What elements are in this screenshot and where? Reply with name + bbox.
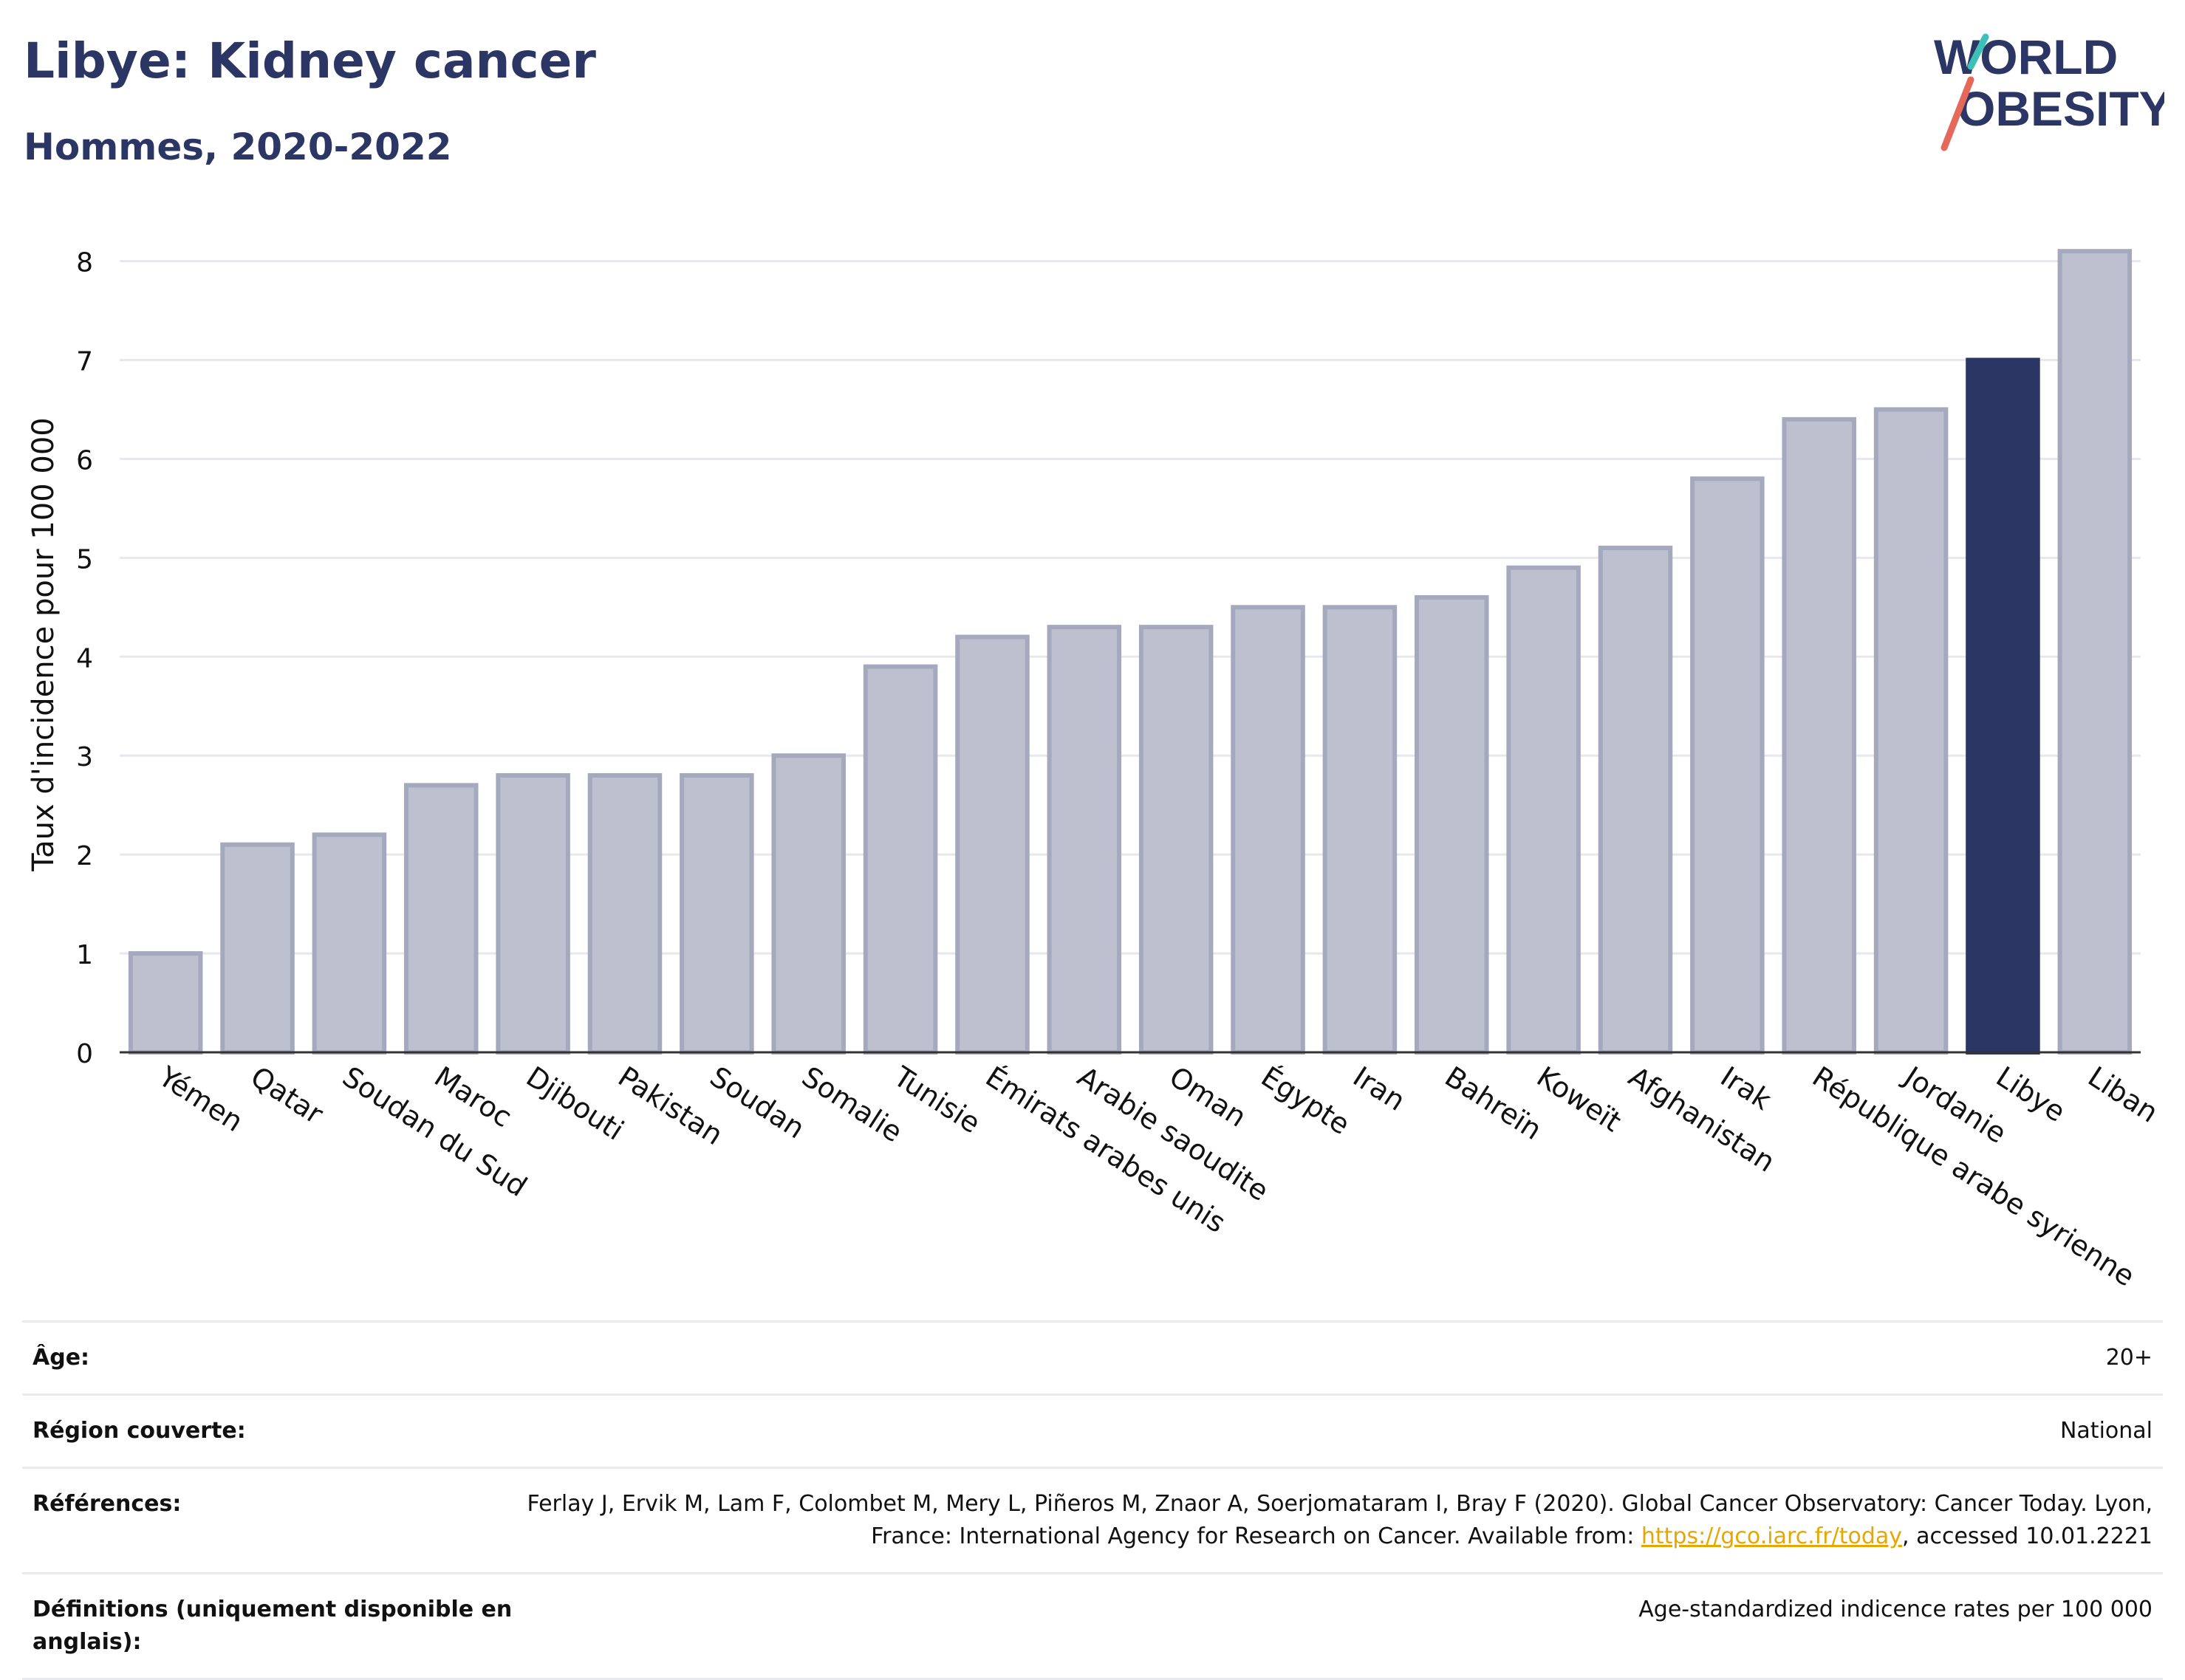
bar-2[interactable]	[312, 832, 387, 1055]
region-value: National	[2059, 1418, 2152, 1444]
x-tick-label: Koweït	[1531, 1060, 1627, 1139]
bar-19[interactable]	[1873, 407, 1949, 1055]
age-label: Âge:	[33, 1345, 90, 1371]
y-axis-label: Taux d'incidence pour 100 000	[27, 417, 61, 871]
page-subtitle: Hommes, 2020-2022	[24, 126, 452, 168]
bar-8[interactable]	[863, 664, 938, 1055]
y-tick-label: 5	[76, 544, 93, 575]
bar-16[interactable]	[1598, 545, 1673, 1055]
definitions-value: Age-standardized indicence rates per 100…	[1638, 1597, 2152, 1622]
meta-row-references: Références: Ferlay J, Ervik M, Lam F, Co…	[22, 1467, 2163, 1572]
references-text-2: , accessed 10.01.2221	[1902, 1523, 2152, 1549]
y-tick-label: 3	[76, 742, 93, 772]
logo-line1: WORLD	[1934, 30, 2118, 84]
bar-21[interactable]	[2057, 249, 2133, 1055]
x-tick-label: Somalie	[796, 1060, 909, 1149]
region-label: Région couverte:	[33, 1418, 246, 1444]
page-title: Libye: Kidney cancer	[24, 32, 596, 89]
bar-17[interactable]	[1690, 476, 1765, 1055]
bar-0[interactable]	[128, 951, 203, 1055]
x-tick-label: Iran	[1347, 1060, 1411, 1117]
y-tick-label: 2	[76, 841, 93, 871]
x-tick-label: Qatar	[245, 1060, 329, 1131]
references-link[interactable]: https://gco.iarc.fr/today	[1641, 1523, 1903, 1549]
x-tick-label: Liban	[2082, 1060, 2164, 1129]
x-tick-label: Égypte	[1256, 1060, 1356, 1141]
bar-6[interactable]	[680, 773, 754, 1055]
age-value: 20+	[2105, 1345, 2152, 1371]
bar-18[interactable]	[1782, 416, 1856, 1055]
y-tick-label: 1	[76, 940, 93, 970]
x-tick-label: Pakistan	[612, 1060, 728, 1152]
x-tick-label: Yémen	[152, 1060, 249, 1138]
y-tick-label: 6	[76, 445, 93, 476]
bar-5[interactable]	[587, 773, 663, 1055]
bar-10[interactable]	[1047, 625, 1122, 1055]
bar-12[interactable]	[1231, 605, 1305, 1055]
references-text-1: Ferlay J, Ervik M, Lam F, Colombet M, Me…	[527, 1491, 2152, 1549]
x-tick-label: Irak	[1714, 1060, 1777, 1117]
metadata-table: Âge: 20+ Région couverte: National Référ…	[22, 1320, 2163, 1680]
references-label: Références:	[33, 1491, 182, 1517]
bar-9[interactable]	[955, 634, 1030, 1055]
bar-4[interactable]	[496, 773, 570, 1055]
bar-15[interactable]	[1506, 565, 1581, 1055]
y-tick-label: 7	[76, 347, 93, 377]
bars	[128, 249, 2133, 1055]
y-tick-label: 4	[76, 643, 93, 673]
x-tick-label: République arabe syrienne	[1807, 1060, 2141, 1293]
bar-3[interactable]	[404, 783, 479, 1055]
bar-14[interactable]	[1415, 594, 1489, 1055]
y-tick-label: 0	[76, 1039, 93, 1069]
world-obesity-logo: WORLD OBESITY	[1934, 30, 2164, 151]
meta-row-definitions: Définitions (uniquement disponible en an…	[22, 1572, 2163, 1680]
bar-1[interactable]	[220, 842, 295, 1055]
bar-13[interactable]	[1322, 605, 1398, 1055]
x-tick-label: Djibouti	[521, 1060, 629, 1147]
bar-11[interactable]	[1138, 625, 1214, 1055]
definitions-label: Définitions (uniquement disponible en an…	[33, 1597, 513, 1655]
x-tick-label: Bahreïn	[1439, 1060, 1548, 1147]
bar-7[interactable]	[771, 753, 846, 1055]
meta-row-age: Âge: 20+	[22, 1320, 2163, 1393]
meta-row-region: Région couverte: National	[22, 1393, 2163, 1467]
references-value: Ferlay J, Ervik M, Lam F, Colombet M, Me…	[520, 1488, 2152, 1553]
y-tick-labels: 0 1 2 3 4 5 6 7 8	[76, 248, 93, 1069]
y-tick-label: 8	[76, 248, 93, 278]
bar-20[interactable]	[1966, 357, 2040, 1055]
logo-line2: OBESITY	[1957, 81, 2164, 136]
